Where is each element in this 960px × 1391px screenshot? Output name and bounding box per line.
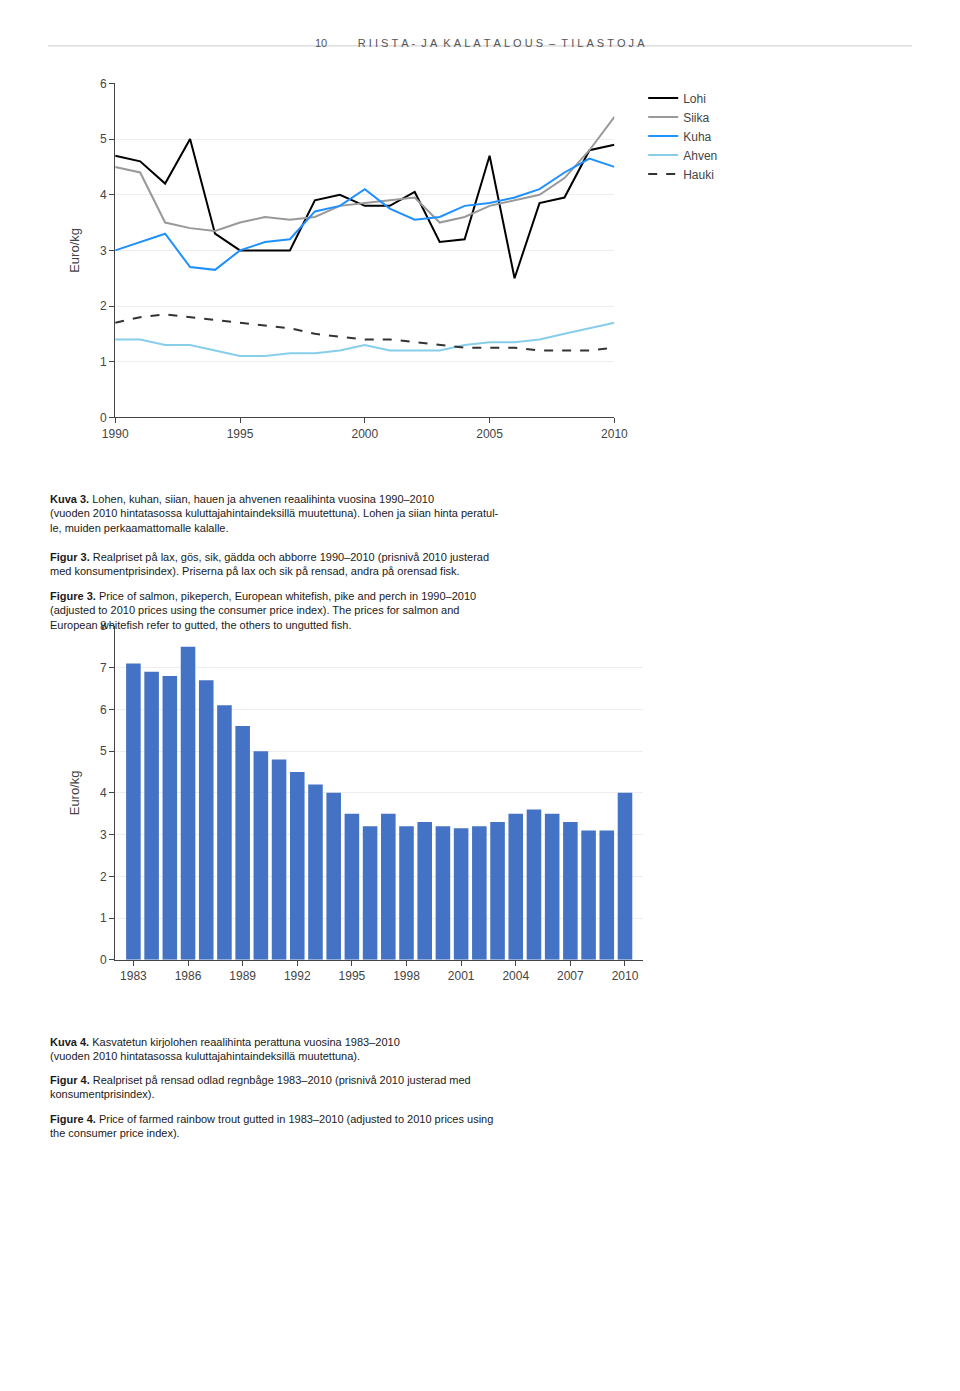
svg-text:1: 1 (100, 911, 107, 925)
svg-text:Hauki: Hauki (683, 168, 714, 182)
svg-text:5: 5 (100, 132, 107, 146)
svg-text:10 R I I S T A - J A: 10 R I I S T A - J A K A L A T A L O U S… (315, 37, 645, 49)
svg-text:1990: 1990 (102, 427, 129, 441)
svg-text:0: 0 (100, 953, 107, 967)
svg-text:Euro/kg: Euro/kg (67, 228, 82, 273)
svg-text:2005: 2005 (476, 427, 503, 441)
svg-text:1986: 1986 (175, 969, 202, 983)
svg-text:3: 3 (100, 828, 107, 842)
svg-text:6: 6 (100, 77, 107, 91)
svg-text:4: 4 (100, 188, 107, 202)
svg-text:Ahven: Ahven (683, 149, 717, 163)
svg-text:Figur 4. Realpriset på rensad: Figur 4. Realpriset på rensad odlad regn… (50, 1074, 471, 1100)
svg-text:Kuva 4. Kasvatetun kirjolohen: Kuva 4. Kasvatetun kirjolohen reaalihint… (50, 1036, 400, 1062)
svg-text:2: 2 (100, 870, 107, 884)
svg-text:Figure 3. Price of salmon, pik: Figure 3. Price of salmon, pikeperch, Eu… (50, 590, 476, 631)
svg-text:Figure 4. Price of farmed rain: Figure 4. Price of farmed rainbow trout … (50, 1113, 493, 1139)
svg-text:2: 2 (100, 299, 107, 313)
svg-text:2007: 2007 (557, 969, 584, 983)
svg-text:Kuva 3. Lohen, kuhan, siian, h: Kuva 3. Lohen, kuhan, siian, hauen ja ah… (50, 493, 499, 534)
svg-text:4: 4 (100, 786, 107, 800)
svg-text:8: 8 (100, 619, 107, 633)
svg-text:3: 3 (100, 244, 107, 258)
svg-text:2010: 2010 (612, 969, 639, 983)
svg-text:1983: 1983 (120, 969, 147, 983)
svg-text:Kuha: Kuha (683, 130, 711, 144)
svg-text:1992: 1992 (284, 969, 311, 983)
svg-text:Figur 3. Realpriset på lax, gö: Figur 3. Realpriset på lax, gös, sik, gä… (50, 551, 489, 577)
svg-text:7: 7 (100, 661, 107, 675)
svg-text:1995: 1995 (339, 969, 366, 983)
svg-text:2000: 2000 (351, 427, 378, 441)
svg-text:Siika: Siika (683, 111, 709, 125)
svg-text:2004: 2004 (502, 969, 529, 983)
svg-text:0: 0 (100, 411, 107, 425)
svg-text:Lohi: Lohi (683, 92, 706, 106)
svg-text:5: 5 (100, 744, 107, 758)
svg-text:1989: 1989 (229, 969, 256, 983)
svg-text:1: 1 (100, 355, 107, 369)
svg-text:6: 6 (100, 703, 107, 717)
svg-text:2001: 2001 (448, 969, 475, 983)
svg-text:1998: 1998 (393, 969, 420, 983)
svg-text:2010: 2010 (601, 427, 628, 441)
svg-text:Euro/kg: Euro/kg (67, 770, 82, 815)
svg-text:1995: 1995 (227, 427, 254, 441)
